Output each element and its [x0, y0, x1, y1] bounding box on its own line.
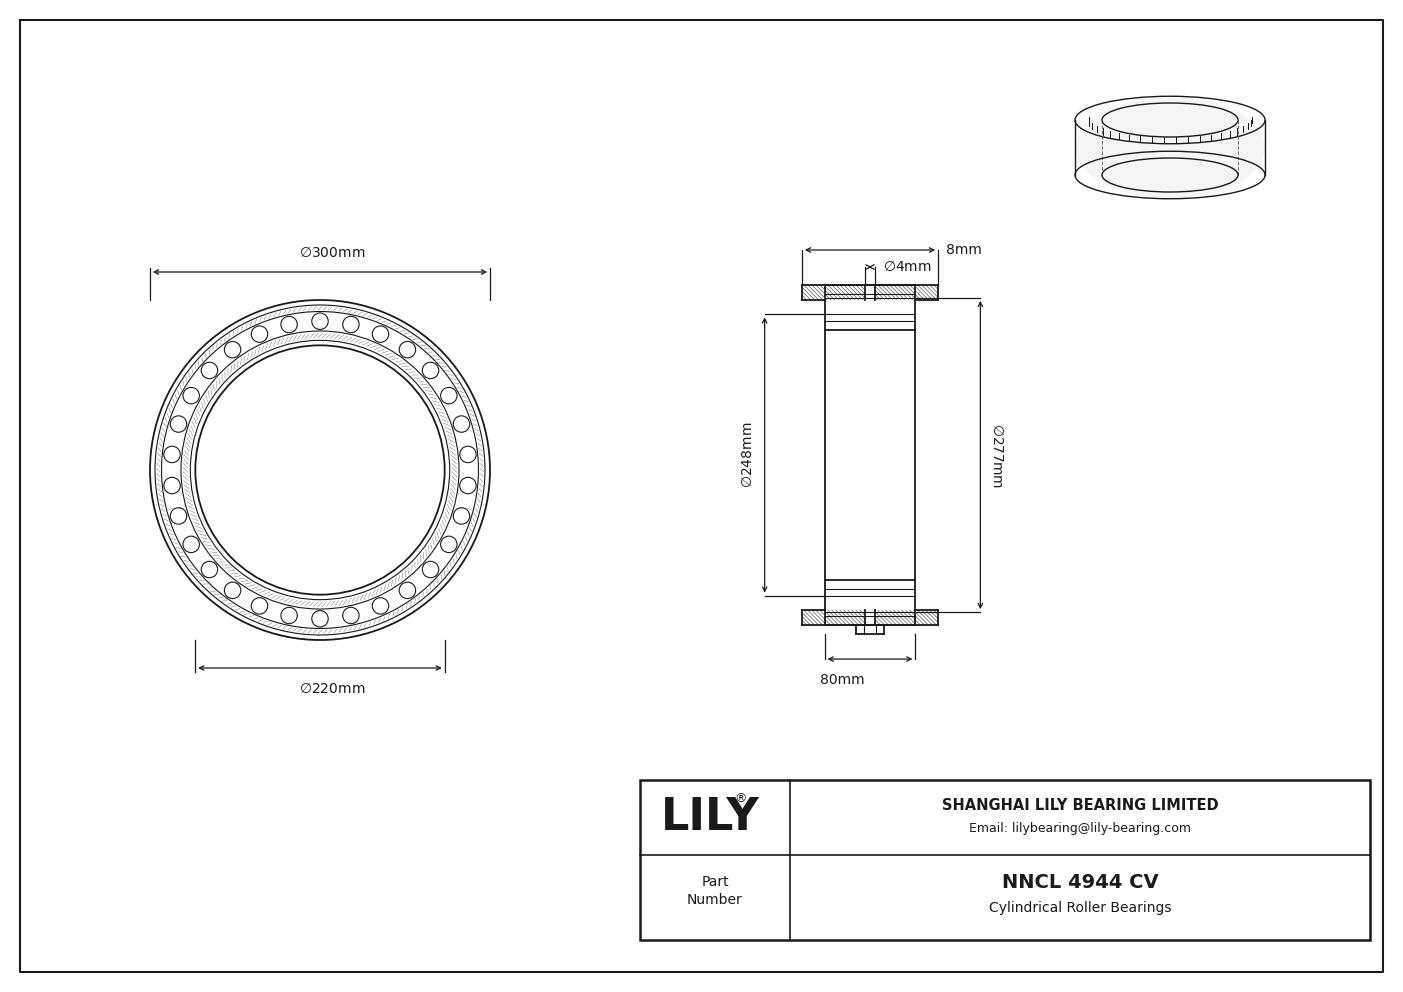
Ellipse shape	[1075, 96, 1266, 198]
Text: $\varnothing$248mm: $\varnothing$248mm	[741, 422, 755, 488]
Text: LILY: LILY	[661, 796, 759, 839]
Text: $\varnothing$4mm: $\varnothing$4mm	[882, 260, 932, 274]
Text: 8mm: 8mm	[946, 243, 982, 257]
Text: $\varnothing$300mm: $\varnothing$300mm	[299, 246, 365, 260]
Text: NNCL 4944 CV: NNCL 4944 CV	[1002, 873, 1159, 892]
Text: Email: lilybearing@lily-bearing.com: Email: lilybearing@lily-bearing.com	[969, 822, 1191, 835]
Text: Part: Part	[702, 875, 728, 889]
Text: SHANGHAI LILY BEARING LIMITED: SHANGHAI LILY BEARING LIMITED	[941, 798, 1218, 813]
Text: $\varnothing$220mm: $\varnothing$220mm	[299, 682, 365, 696]
Bar	[640, 780, 1369, 940]
Text: 80mm: 80mm	[819, 673, 864, 687]
Text: Number: Number	[687, 893, 742, 907]
Text: $\varnothing$277mm: $\varnothing$277mm	[991, 423, 1005, 487]
Text: ®: ®	[734, 792, 746, 805]
Text: Cylindrical Roller Bearings: Cylindrical Roller Bearings	[989, 901, 1172, 915]
